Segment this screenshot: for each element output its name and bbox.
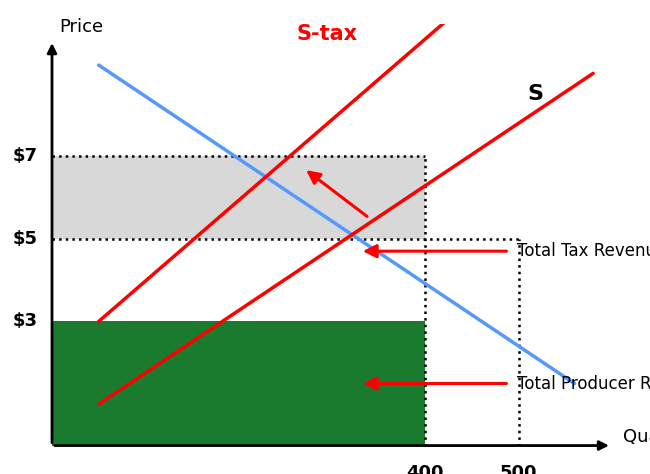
Text: $3: $3 <box>13 312 38 330</box>
Text: S: S <box>528 84 544 104</box>
Text: Total Tax Revenue: Total Tax Revenue <box>517 242 650 260</box>
Bar <box>52 156 425 239</box>
Text: 500: 500 <box>500 464 538 474</box>
Text: $7: $7 <box>13 147 38 165</box>
Text: 400: 400 <box>406 464 444 474</box>
Text: $5: $5 <box>13 230 38 248</box>
Text: Total Producer Revenue: Total Producer Revenue <box>517 374 650 392</box>
Text: Quantity: Quantity <box>623 428 650 447</box>
Text: S-tax: S-tax <box>296 24 358 45</box>
Bar <box>52 321 425 446</box>
Text: Price: Price <box>59 18 103 36</box>
